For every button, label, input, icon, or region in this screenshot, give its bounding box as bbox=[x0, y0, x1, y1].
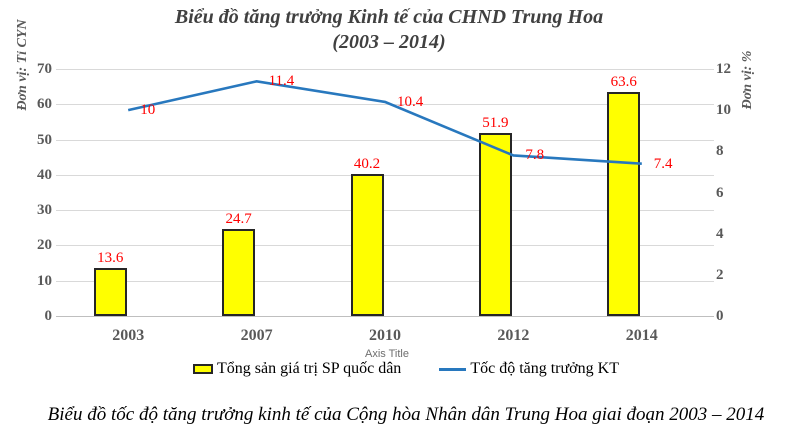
legend-item-bar: Tổng sản giá trị SP quốc dân bbox=[193, 360, 401, 378]
x-axis-title: Axis Title bbox=[364, 348, 409, 360]
bar-2014 bbox=[607, 91, 641, 316]
right-axis-tick-label: 6 bbox=[716, 184, 724, 201]
gridline bbox=[56, 245, 714, 247]
legend-line-label: Tốc độ tăng trưởng KT bbox=[470, 360, 619, 377]
bar-value-label: 63.6 bbox=[610, 73, 637, 90]
bar-value-label: 24.7 bbox=[225, 210, 252, 227]
x-axis-category-label: 2010 bbox=[369, 327, 401, 344]
legend-bar-label: Tổng sản giá trị SP quốc dân bbox=[217, 360, 402, 377]
chart-title-line2: (2003 – 2014) bbox=[332, 31, 446, 53]
left-axis-tick-label: 30 bbox=[37, 202, 52, 219]
right-axis-tick-label: 12 bbox=[716, 61, 731, 77]
right-axis-tick-label: 2 bbox=[716, 266, 724, 283]
gridline bbox=[56, 69, 714, 70]
left-axis-tick-label: 40 bbox=[37, 166, 52, 183]
x-axis-category-label: 2003 bbox=[112, 327, 145, 344]
gridline bbox=[56, 280, 714, 282]
x-axis-category-label: 2012 bbox=[497, 327, 530, 344]
right-axis-tick-label: 0 bbox=[716, 308, 724, 324]
legend: Tổng sản giá trị SP quốc dân Tốc độ tăng… bbox=[0, 360, 812, 378]
line-value-label: 10 bbox=[140, 102, 156, 119]
left-axis-tick-label: 10 bbox=[37, 272, 52, 289]
line-value-label: 11.4 bbox=[268, 73, 295, 90]
line-swatch-icon bbox=[439, 367, 467, 371]
line-value-label: 10.4 bbox=[397, 93, 424, 110]
right-axis-tick-label: 10 bbox=[716, 102, 731, 119]
bar-value-label: 40.2 bbox=[353, 156, 381, 173]
right-axis-tick-label: 4 bbox=[716, 225, 724, 242]
gridline bbox=[56, 316, 714, 317]
left-axis-tick-label: 0 bbox=[44, 308, 53, 324]
gridline bbox=[56, 174, 714, 176]
x-axis-category-label: 2007 bbox=[240, 327, 273, 344]
legend-item-line: Tốc độ tăng trưởng KT bbox=[439, 360, 619, 378]
line-value-label: 7.4 bbox=[653, 155, 673, 172]
bar-value-label: 13.6 bbox=[97, 250, 124, 266]
figure-caption: Biểu đồ tốc độ tăng trưởng kinh tế của C… bbox=[47, 404, 765, 425]
left-axis-tick-label: 70 bbox=[37, 61, 52, 77]
bar-swatch-icon bbox=[193, 364, 214, 374]
line-value-label: 7.8 bbox=[525, 147, 545, 164]
bar-2010 bbox=[350, 174, 384, 316]
bar-2003 bbox=[93, 268, 127, 316]
chart-title-line1: Biểu đồ tăng trưởng Kinh tế của CHND Tru… bbox=[174, 6, 604, 28]
bar-2007 bbox=[222, 228, 256, 316]
left-axis-tick-label: 20 bbox=[37, 237, 52, 254]
chart-title: Biểu đồ tăng trưởng Kinh tế của CHND Tru… bbox=[0, 5, 778, 55]
x-axis-category-label: 2014 bbox=[625, 327, 658, 344]
right-axis-tick-label: 8 bbox=[716, 143, 724, 160]
bar-value-label: 51.9 bbox=[482, 114, 509, 131]
bar-2012 bbox=[478, 132, 512, 316]
left-axis-tick-label: 50 bbox=[37, 131, 52, 148]
right-axis-title: Đơn vị: % bbox=[740, 50, 755, 110]
gridline bbox=[56, 210, 714, 212]
left-axis-tick-label: 60 bbox=[37, 96, 52, 113]
